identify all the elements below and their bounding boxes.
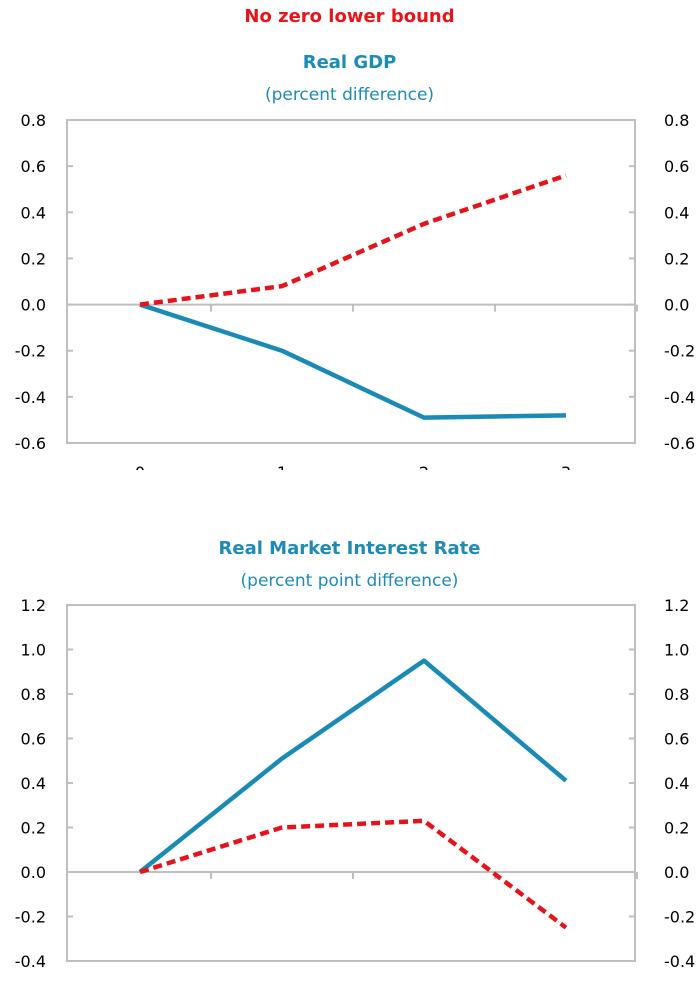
x-tick-label: 1	[277, 463, 287, 470]
y-tick-label-left: 0.4	[21, 203, 46, 222]
y-tick-label-right: 0.8	[664, 111, 689, 130]
y-tick-label-right: 0.2	[664, 819, 689, 838]
chart-title: Real GDP	[302, 52, 397, 73]
x-tick-label: 3	[561, 463, 571, 470]
y-tick-label-left: 0.6	[21, 157, 46, 176]
y-tick-label-right: 0.2	[664, 249, 689, 268]
solid-series-line	[138, 658, 568, 874]
y-tick-label-right: -0.4	[664, 388, 695, 407]
y-tick-label-left: -0.4	[15, 388, 46, 407]
y-tick-label-right: -0.2	[664, 908, 695, 927]
y-tick-label-left: 0.4	[21, 774, 46, 793]
solid-series-line	[139, 302, 567, 420]
y-tick-label-left: -0.2	[15, 908, 46, 927]
y-tick-label-right: 0.0	[664, 863, 689, 882]
real-market-interest-rate-plot: -0.4 -0.4 -0.2 -0.2 0.0 0.0 0.2 0.2 0.4 0.4 0.6 0.6…	[15, 596, 695, 970]
y-tick-label-left: 0.2	[21, 249, 46, 268]
x-tick-label: 0	[135, 463, 145, 470]
page-title: No zero lower bound	[244, 6, 455, 27]
chart-title: Real Market Interest Rate	[218, 538, 481, 559]
y-tick-label-right: -0.6	[664, 434, 695, 453]
y-tick-label-left: 1.0	[21, 641, 46, 660]
chart-subtitle: (percent difference)	[264, 85, 435, 105]
y-tick-label-right: 1.2	[664, 596, 689, 615]
y-tick-label-right: 0.6	[664, 157, 689, 176]
real-gdp-chart: Real GDP (percent difference) -0.6 -0.6 -0…	[0, 0, 699, 470]
y-tick-label-left: -0.4	[15, 952, 46, 970]
y-tick-label-right: -0.4	[664, 952, 695, 970]
y-tick-label-left: 1.2	[21, 596, 46, 615]
y-tick-label-right: 0.4	[664, 203, 689, 222]
real-market-interest-rate-chart: Real Market Interest Rate (percent point…	[0, 500, 699, 970]
y-tick-label-left: 0.2	[21, 819, 46, 838]
y-tick-label-right: 0.8	[664, 685, 689, 704]
y-tick-label-left: 0.6	[21, 730, 46, 749]
y-tick-label-left: -0.2	[15, 342, 46, 361]
y-tick-label-right: -0.2	[664, 342, 695, 361]
y-tick-label-left: 0.8	[21, 685, 46, 704]
y-tick-label-right: 0.6	[664, 730, 689, 749]
real-gdp-plot: -0.6 -0.6 -0.4 -0.4 -0.2 -0.2 0.0 0.0 0.2 0.2 0.4 0…	[15, 111, 695, 470]
y-tick-label-left: 0.0	[21, 863, 46, 882]
y-tick-label-right: 0.0	[664, 296, 689, 315]
dashed-series-line	[139, 173, 567, 307]
y-tick-label-left: 0.8	[21, 111, 46, 130]
plot-frame	[66, 604, 636, 962]
x-tick-label: 2	[419, 463, 429, 470]
y-tick-label-right: 1.0	[664, 641, 689, 660]
y-tick-label-right: 0.4	[664, 774, 689, 793]
chart-subtitle: (percent point difference)	[240, 571, 459, 591]
plot-frame	[66, 119, 636, 444]
dashed-series-line	[139, 818, 568, 930]
y-tick-label-left: -0.6	[15, 434, 46, 453]
y-tick-label-left: 0.0	[21, 296, 46, 315]
